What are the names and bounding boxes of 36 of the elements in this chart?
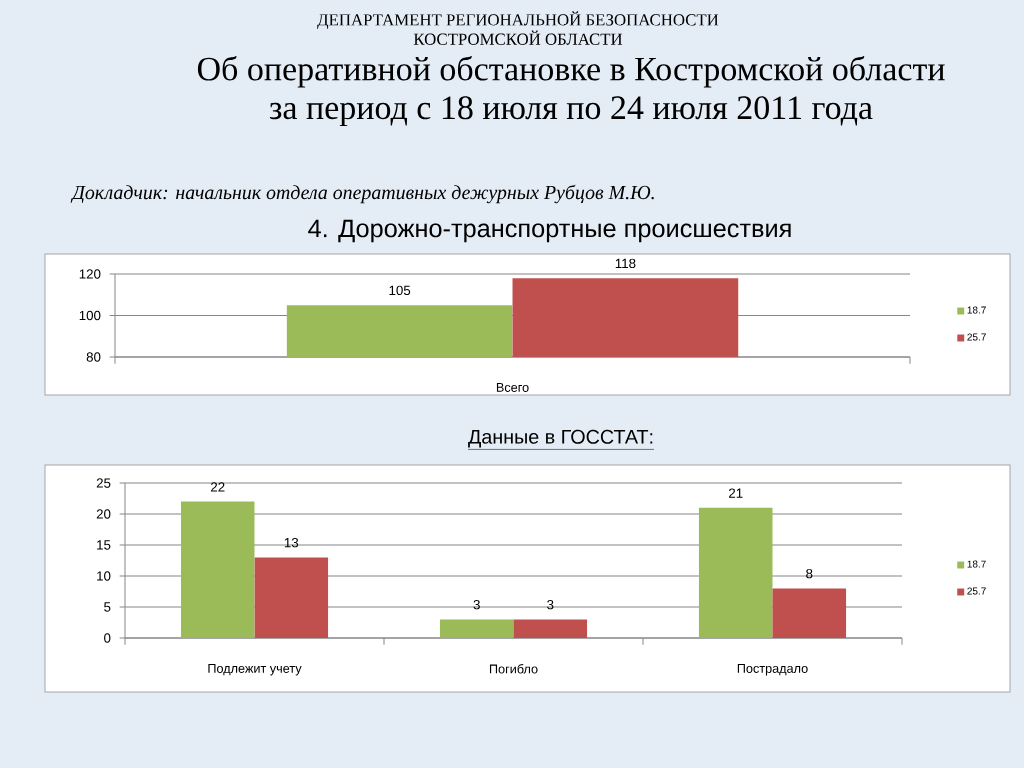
y-tick-label: 10 [97,571,111,581]
data-label: 22 [210,482,225,492]
legend-label: 25.7 [967,587,986,595]
y-tick-label: 80 [86,352,101,362]
data-label: 105 [389,285,411,296]
bar [254,557,329,639]
y-tick-label: 5 [104,602,111,612]
chart-title: Данные в ГОССТАТ: [468,429,653,448]
legend-label: 18.7 [967,560,986,568]
y-tick-label: 100 [79,310,101,321]
x-tick-label: Погибло [489,664,538,674]
legend-label: 18.7 [967,306,986,314]
y-tick-label: 0 [104,633,111,643]
bar [772,588,847,639]
data-label: 3 [473,599,480,610]
data-label: 13 [284,537,299,548]
data-label: 8 [806,568,813,579]
bar [180,501,255,639]
x-tick-label: Подлежит учету [208,664,302,676]
legend-label: 25.7 [967,333,986,341]
y-tick-label: 25 [96,478,111,488]
text: ДЕПАРТАМЕНТ РЕГИОНАЛЬНОЙ БЕЗОПАСНОСТИ КОСТРОМСКОЙ ОБЛАСТИ [317,11,719,45]
y-tick-label: 15 [97,540,111,550]
x-tick-label: Пострадало [737,664,808,676]
data-label: 21 [728,488,743,498]
data-label: 118 [615,258,636,269]
data-label: 3 [547,599,554,610]
text: Докладчик: начальник отдела оперативных дежурных Рубцов М.Ю. [70,184,654,204]
x-tick-label: Всего [496,383,529,392]
y-tick-label: 120 [79,269,101,279]
bar [439,619,514,639]
text: Об оперативной обстановке в Костромской области за период с 18 июля по 24 июля 2011 года [197,55,945,127]
bar [698,507,773,639]
bar [513,619,588,639]
chart-title: 4. Дорожно-транспортные происшествия [308,219,791,243]
y-tick-label: 20 [96,509,111,519]
